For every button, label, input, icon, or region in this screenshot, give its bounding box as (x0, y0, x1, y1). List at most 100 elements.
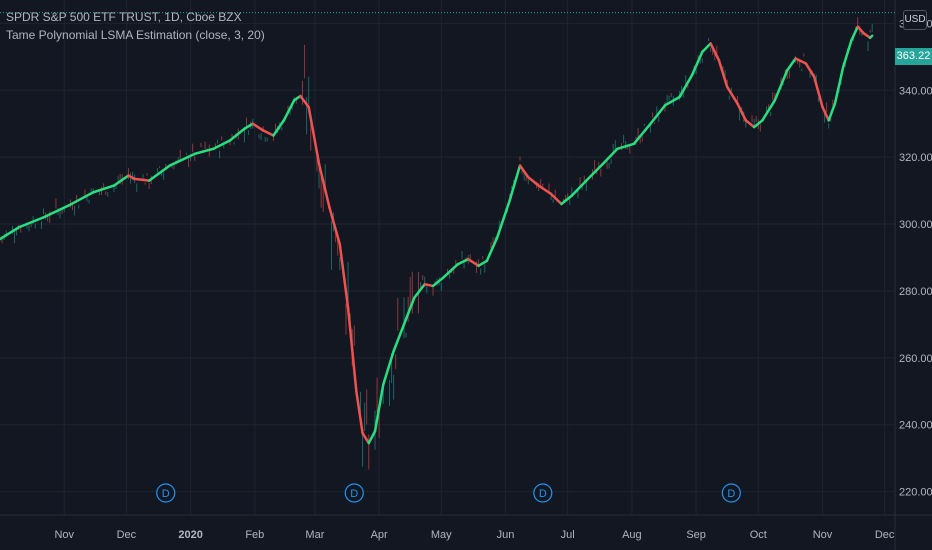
x-tick-label: Sep (686, 529, 706, 541)
dividend-marker-icon[interactable] (156, 483, 176, 503)
x-tick-label: Nov (54, 529, 74, 541)
lsma-segment-up (833, 65, 845, 105)
lsma-segment-up (228, 127, 246, 142)
lsma-segment-up (367, 430, 377, 445)
lsma-segment-down (338, 242, 350, 309)
lsma-segment-up (678, 73, 694, 99)
y-tick-label: 340.00 (899, 85, 932, 97)
y-tick-label: 300.00 (899, 219, 932, 231)
lsma-segment-down (794, 57, 808, 65)
last-price-badge: 363.22 (895, 48, 932, 65)
lsma-segment-down (856, 25, 866, 35)
lsma-segment-up (841, 38, 853, 69)
lsma-segment-up (42, 204, 70, 219)
lsma-segment-up (272, 119, 286, 137)
y-tick-label: 260.00 (899, 353, 932, 365)
lsma-segment-up (91, 184, 116, 194)
lsma-segment-down (736, 102, 748, 122)
lsma-segment-up (147, 164, 172, 182)
lsma-segment-up (442, 262, 460, 279)
x-tick-label: Dec (117, 529, 137, 541)
lsma-segment-down (261, 129, 275, 137)
lsma-segment-up (850, 25, 859, 42)
lsma-segment-up (477, 259, 489, 268)
x-tick-label: Mar (305, 529, 324, 541)
lsma-segment-up (616, 142, 636, 151)
lsma-segment-up (282, 99, 296, 122)
lsma-segment-up (413, 283, 426, 299)
lsma-segment-down (812, 75, 824, 109)
lsma-segment-up (112, 174, 130, 187)
lsma-segment-down (862, 32, 872, 40)
lsma-segment-up (67, 191, 95, 207)
lsma-segment-down (133, 177, 151, 182)
lsma-segment-down (346, 306, 358, 393)
lsma-segment-up (663, 95, 681, 107)
lsma-segment-up (508, 164, 522, 202)
lsma-segment-up (786, 57, 797, 72)
lsma-segment-up (292, 94, 302, 102)
x-tick-label: 2020 (178, 529, 202, 541)
lsma-segment-up (773, 68, 789, 102)
lsma-segment-up (570, 179, 588, 197)
symbol-title[interactable]: SPDR S&P 500 ETF TRUST, 1D, Cboe BZX (6, 10, 242, 24)
indicator-title[interactable]: Tame Polynomial LSMA Estimation (close, … (6, 28, 265, 42)
lsma-segment-down (717, 58, 729, 89)
lsma-segment-down (251, 122, 265, 132)
lsma-segment-up (868, 34, 874, 40)
lsma-segment-down (527, 175, 540, 187)
y-tick-label: 220.00 (899, 487, 932, 499)
lsma-segment-up (0, 226, 20, 241)
lsma-segment-down (725, 85, 739, 105)
lsma-segment-up (373, 383, 385, 433)
y-tick-label: 320.00 (899, 152, 932, 164)
lsma-segment-up (382, 349, 395, 386)
x-tick-label: Jul (561, 529, 575, 541)
currency-button[interactable]: USD (903, 10, 927, 30)
lsma-segment-down (355, 390, 364, 435)
lsma-segment-up (485, 236, 499, 263)
dividend-marker-letter: D (350, 488, 358, 500)
lsma-segment-down (299, 94, 310, 109)
x-tick-label: Feb (245, 529, 264, 541)
dividend-marker-icon[interactable] (721, 483, 741, 503)
lsma-segment-down (804, 62, 816, 79)
dividend-marker-letter: D (162, 488, 170, 500)
dividend-marker-letter: D (539, 488, 547, 500)
lsma-segment-up (212, 139, 232, 151)
lsma-segment-up (601, 147, 619, 166)
x-tick-label: May (431, 529, 452, 541)
x-tick-label: Apr (371, 529, 388, 541)
lsma-segment-down (537, 184, 553, 196)
lsma-segment-up (560, 194, 574, 206)
lsma-segment-down (361, 431, 371, 445)
lsma-segment-down (549, 192, 563, 206)
x-tick-label: Oct (750, 529, 767, 541)
lsma-segment-up (752, 119, 764, 129)
lsma-segment-up (431, 276, 445, 288)
dividend-marker-icon[interactable] (344, 483, 364, 503)
lsma-segment-down (423, 283, 435, 288)
lsma-segment-up (585, 162, 605, 182)
lsma-segment-down (317, 162, 331, 209)
lsma-segment-up (827, 102, 837, 122)
lsma-segment-up (243, 122, 255, 130)
lsma-segment-up (402, 296, 416, 326)
x-tick-label: Nov (813, 529, 833, 541)
x-tick-label: Aug (622, 529, 642, 541)
lsma-segment-down (709, 42, 721, 62)
lsma-segment-up (495, 199, 511, 239)
lsma-segment-up (632, 122, 652, 146)
lsma-segment-up (701, 42, 712, 54)
x-tick-label: Jun (497, 529, 515, 541)
lsma-segment-down (307, 105, 321, 166)
dividend-marker-icon[interactable] (533, 483, 553, 503)
lsma-segment-up (456, 257, 470, 266)
lsma-segment-down (328, 206, 342, 246)
chart-legend: SPDR S&P 500 ETF TRUST, 1D, Cboe BZX Tam… (6, 8, 265, 44)
lsma-segment-down (466, 257, 480, 268)
lsma-segment-up (761, 99, 777, 122)
lsma-segment-up (392, 323, 406, 353)
